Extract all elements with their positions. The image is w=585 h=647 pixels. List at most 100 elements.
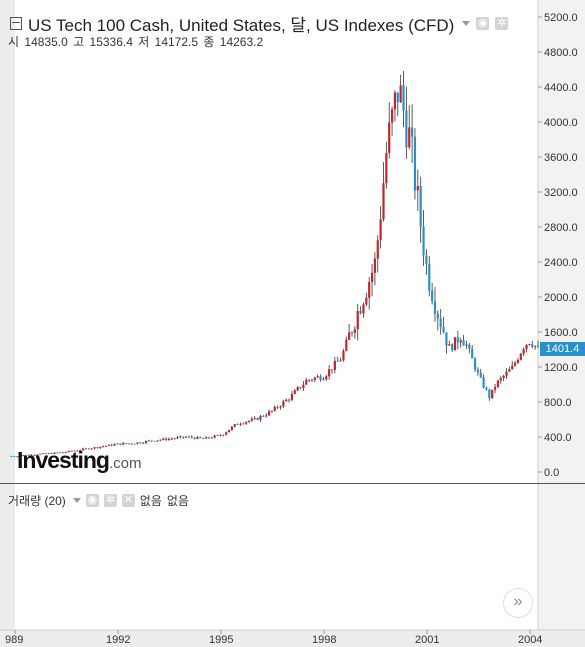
candle-body [182,436,185,438]
y-tick-label: 5200.0 [544,12,578,24]
candle-body [425,255,428,264]
x-tick-label: 2004 [518,634,542,646]
candle-body [13,456,16,458]
candle-body [399,85,402,103]
chevron-down-icon[interactable] [72,498,81,503]
y-tick-label: 0.0 [544,467,559,479]
candle-body [107,444,110,446]
candle-body [136,442,139,444]
x-tick-label: 2001 [415,634,439,646]
eye-icon[interactable]: ◉ [476,17,490,30]
candle-body [319,376,322,380]
last-price-badge: 1401.4 [540,342,585,356]
candle-body [156,440,159,442]
logo-main: Investing [17,447,110,473]
candle-body [336,360,339,362]
y-tick-label: 400.0 [544,432,572,444]
candle-body [21,455,25,457]
candle-body [64,452,68,453]
volume-legend[interactable]: 거래량 (20) ◉ ✲ ✕ 없음 없음 [8,492,189,509]
candle-body [56,452,59,454]
candle-body [408,127,411,148]
candle-body [431,290,434,302]
candle-body [93,447,96,449]
candle-body [342,350,345,361]
left-scroll-edge[interactable] [0,0,15,630]
candle-body [236,424,239,425]
candle-body [422,226,425,256]
candle-body [253,417,256,419]
candle-body [70,450,73,452]
candle-body [250,418,253,421]
candle-body [59,452,62,454]
candle-body [119,443,122,445]
eye-icon[interactable]: ◉ [85,494,99,507]
candle-body [376,240,379,259]
candle-body [516,359,520,363]
candle-body [110,444,113,446]
pane-divider[interactable] [0,483,585,484]
candle-body [233,424,236,427]
scroll-to-latest-button[interactable]: » [503,588,533,618]
candle-body [513,362,517,366]
time-axis[interactable] [0,630,585,647]
ohlc-values: 시 14835.0 고 15336.4 저 14172.5 종 14263.2 [8,33,265,50]
candle-body [67,450,70,453]
candle-body [359,310,362,314]
candle-body [405,110,408,148]
x-tick-label: 1992 [106,634,130,646]
candle-body [302,384,305,389]
candle-body [84,448,88,450]
candle-body [73,450,76,452]
candle-body [259,416,262,420]
candle-body [465,344,468,346]
candle-body [159,439,162,441]
candle-body [396,92,399,103]
candle-body [256,417,259,420]
candle-body [173,438,176,440]
price-axis[interactable] [538,0,585,630]
candle-body [39,453,42,455]
candle-body [205,437,208,439]
candle-body [265,415,268,417]
candle-body [142,442,145,444]
candle-body [216,435,219,436]
candle-body [193,437,196,439]
y-tick-label: 4000.0 [544,117,578,129]
candle-body [471,348,474,359]
candle-body [164,438,168,440]
candle-body [519,353,522,360]
candle-body [388,122,391,154]
logo-suffix: .com [108,455,142,472]
candle-body [104,445,108,447]
candle-body [247,420,251,422]
gear-icon[interactable]: ✲ [103,494,117,507]
close-icon[interactable]: ✕ [121,494,135,507]
gear-icon[interactable]: ✲ [495,17,509,30]
candle-body [333,360,336,371]
collapse-icon[interactable] [10,17,22,30]
candle-body [202,437,205,439]
candle-body [413,136,417,191]
candle-body [485,387,488,390]
volume-value-1: 없음 [139,494,162,508]
candle-body [419,185,422,227]
candle-body [445,332,448,346]
candle-body [393,92,397,110]
chart-legend[interactable]: US Tech 100 Cash, United States, 달, US I… [10,11,509,36]
candle-body [213,435,216,438]
candle-body [534,345,537,347]
candle-body [362,304,365,314]
candle-body [290,393,294,400]
candle-body [382,183,385,220]
high-value: 15336.4 [89,35,133,49]
candle-body [207,437,211,438]
candle-body [522,348,525,354]
candle-body [176,437,179,439]
candle-body [368,282,371,298]
candle-body [379,219,382,241]
price-plot-area[interactable] [15,0,538,630]
candle-body [47,453,50,455]
chevron-down-icon[interactable] [462,21,471,26]
